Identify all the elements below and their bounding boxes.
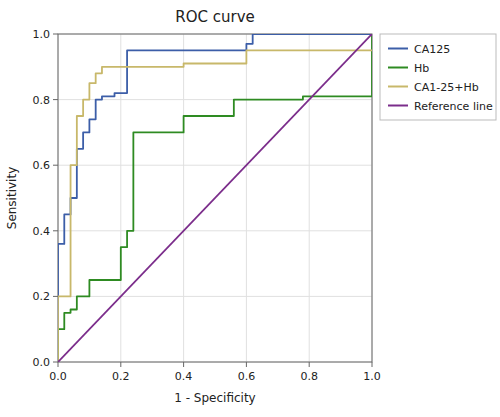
tick-label: 0.4 [175,370,193,383]
tick-mark [372,362,373,367]
grid-line [120,34,121,362]
grid-line [58,296,372,297]
tick-mark [53,230,58,231]
tick-mark [53,165,58,166]
title: ROC curve [175,8,255,26]
tick-mark [309,362,310,367]
grid-line [183,34,184,362]
tick-mark [53,362,58,363]
series-line [58,34,372,362]
legend: CA125 Hb CA1-25+Hb Reference line [380,34,496,120]
legend-label: Hb [414,62,429,75]
series-line [58,34,372,362]
tick-label: 0.6 [33,159,51,172]
grid-line [58,99,372,100]
chart: 0.0 0.2 0.4 0.6 0.8 1.0 0.0 0.2 0.4 0.6 0.8 1.0 ROC … [0,0,500,417]
series-line [58,34,372,362]
tick-label: 1.0 [363,370,381,383]
series-line [58,50,372,362]
legend-label: CA125 [414,43,450,56]
tick-mark [58,362,59,367]
y-axis-label: Sensitivity [5,167,19,229]
tick-label: 1.0 [33,28,51,41]
tick-mark [183,362,184,367]
tick-mark [53,99,58,100]
grid-line [58,230,372,231]
grid [58,34,372,362]
tick-label: 0.0 [33,356,51,369]
legend-swatch [388,48,408,50]
legend-box [380,34,496,120]
tick-mark [120,362,121,367]
tick-label: 0.8 [33,94,51,107]
tick-label: 0.0 [49,370,67,383]
tick-mark [53,296,58,297]
grid-line [246,34,247,362]
x-axis-label: 1 - Specificity [174,391,255,405]
legend-swatch [388,86,408,88]
tick-mark [246,362,247,367]
legend-label: Reference line [414,100,493,113]
tick-label: 0.6 [238,370,256,383]
plot-area [58,34,372,362]
series-group [58,34,372,362]
legend-swatch [388,67,408,69]
axes: 0.0 0.2 0.4 0.6 0.8 1.0 0.0 0.2 0.4 0.6 0.8 1.0 [33,28,381,383]
tick-label: 0.4 [33,225,51,238]
legend-label: CA1-25+Hb [414,81,479,94]
plot-frame [58,34,372,362]
grid-line [58,165,372,166]
tick-label: 0.2 [33,290,51,303]
grid-line [309,34,310,362]
tick-mark [53,34,58,35]
tick-label: 0.2 [112,370,130,383]
legend-swatch [388,105,408,107]
tick-label: 0.8 [300,370,318,383]
